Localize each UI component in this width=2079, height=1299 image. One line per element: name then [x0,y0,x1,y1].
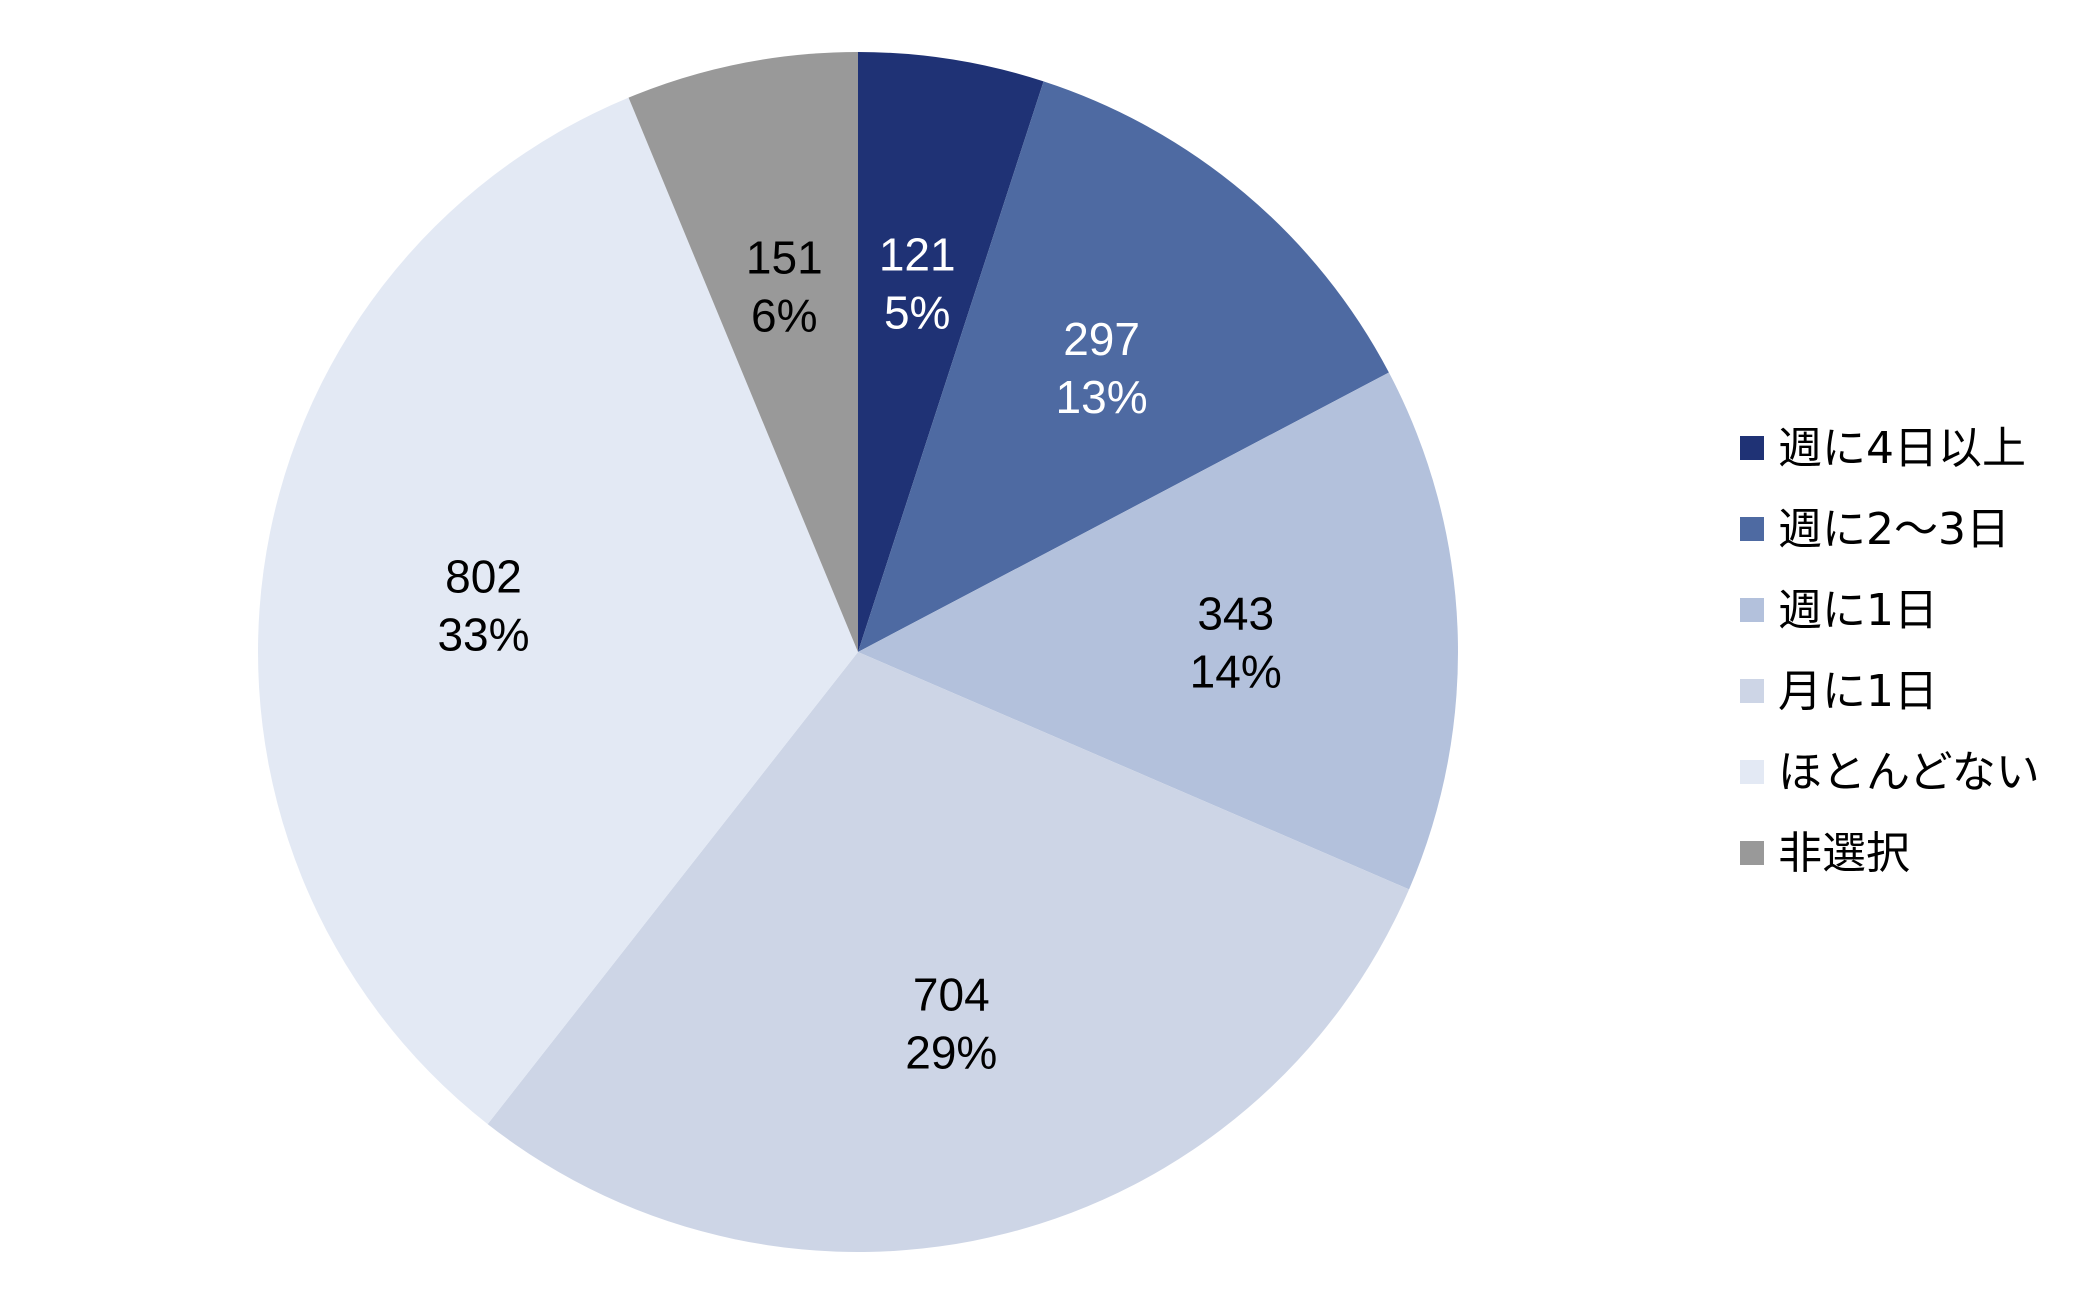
data-label-percent: 13% [1056,371,1148,423]
data-label-percent: 5% [884,287,950,339]
data-label-value: 297 [1063,313,1140,365]
data-label-percent: 14% [1190,645,1282,697]
data-label-value: 121 [879,229,956,281]
legend-label: 月に1日 [1778,666,1938,717]
legend-label: 非選択 [1778,828,1910,879]
pie-slice-0 [858,52,1044,652]
pie-slice-3 [487,652,1410,1253]
data-label-percent: 6% [751,289,817,341]
legend-label: 週に4日以上 [1778,423,2026,474]
pie-slice-4 [258,97,858,1125]
data-label-value: 802 [445,551,522,603]
legend-item-2: 週に1日 [1740,585,1938,636]
legend-item-5: 非選択 [1740,828,1910,879]
data-label-percent: 33% [437,609,529,661]
legend-swatch [1740,436,1764,460]
legend-item-3: 月に1日 [1740,666,1938,717]
pie-slices [258,52,1459,1253]
legend-label: 週に1日 [1778,585,1938,636]
legend-item-0: 週に4日以上 [1740,423,2026,474]
data-label-value: 343 [1197,587,1274,639]
legend-swatch [1740,679,1764,703]
legend-label: ほとんどない [1778,747,2040,798]
data-label-percent: 29% [905,1026,997,1078]
pie-slice-2 [858,372,1459,890]
legend-item-1: 週に2～3日 [1740,504,2010,555]
legend-swatch [1740,598,1764,622]
data-label-value: 704 [913,968,990,1020]
data-label-value: 151 [746,231,823,283]
legend-label: 週に2～3日 [1778,504,2010,555]
legend-swatch [1740,760,1764,784]
legend-swatch [1740,517,1764,541]
pie-slice-5 [628,52,858,652]
legend-item-4: ほとんどない [1740,747,2040,798]
pie-slice-1 [858,81,1389,652]
legend-swatch [1740,841,1764,865]
